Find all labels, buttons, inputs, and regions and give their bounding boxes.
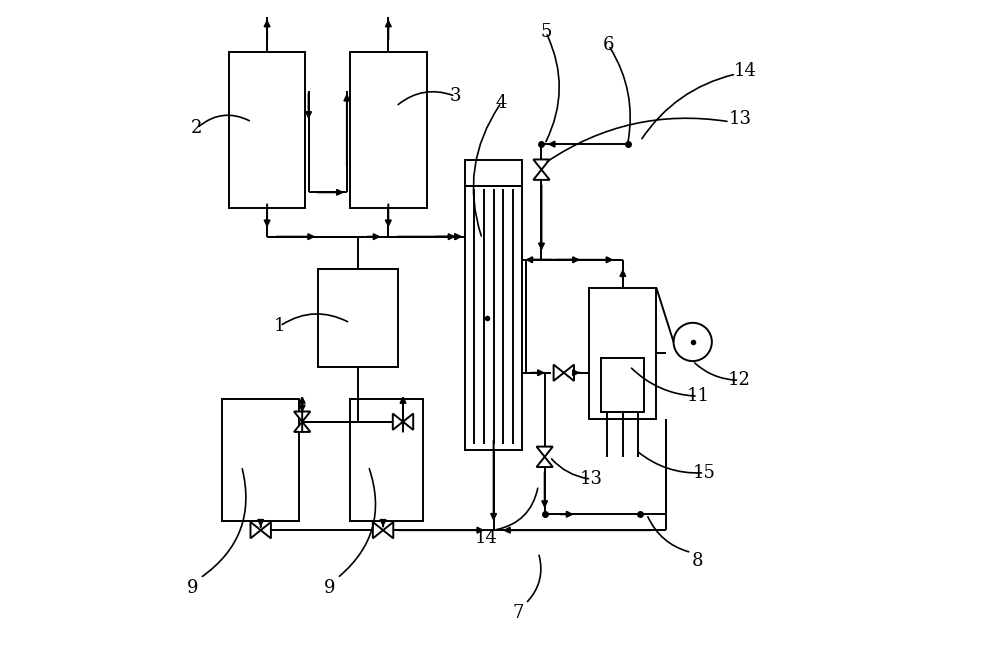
Polygon shape (383, 522, 393, 539)
Text: 4: 4 (496, 94, 507, 111)
Text: 14: 14 (734, 62, 757, 80)
Text: 13: 13 (728, 110, 751, 128)
Text: 2: 2 (191, 119, 203, 137)
Text: 9: 9 (187, 578, 198, 597)
Bar (318, 269, 398, 368)
Text: 5: 5 (540, 23, 552, 42)
Text: 15: 15 (693, 464, 716, 482)
Text: 3: 3 (450, 87, 461, 105)
Text: 13: 13 (580, 470, 603, 488)
Text: 14: 14 (475, 529, 497, 547)
Bar (222, 400, 299, 521)
Text: 8: 8 (692, 552, 704, 570)
Bar (589, 288, 656, 419)
Polygon shape (373, 522, 383, 539)
Text: 9: 9 (324, 578, 335, 597)
Polygon shape (294, 422, 310, 432)
Polygon shape (536, 457, 553, 467)
Polygon shape (250, 522, 261, 539)
Polygon shape (403, 413, 413, 430)
Bar (601, 358, 644, 412)
Text: 12: 12 (728, 371, 751, 389)
Polygon shape (294, 411, 310, 422)
Polygon shape (533, 160, 550, 170)
Polygon shape (261, 522, 271, 539)
Bar (350, 52, 427, 208)
Bar (350, 400, 423, 521)
Polygon shape (554, 364, 564, 381)
Bar (229, 52, 305, 208)
Text: 7: 7 (512, 604, 524, 622)
Polygon shape (393, 413, 403, 430)
Polygon shape (536, 447, 553, 457)
Text: 6: 6 (603, 37, 614, 54)
Polygon shape (564, 364, 574, 381)
Text: 11: 11 (686, 387, 709, 405)
Text: 1: 1 (274, 317, 286, 335)
Polygon shape (533, 170, 550, 180)
Bar (465, 186, 522, 451)
Bar (465, 160, 522, 186)
